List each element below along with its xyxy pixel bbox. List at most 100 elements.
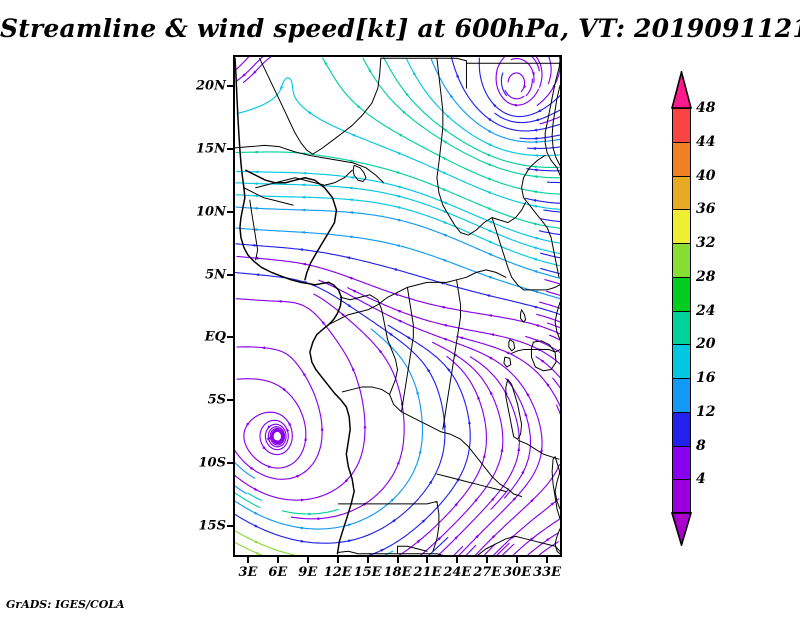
- streamline-arrowhead: [301, 262, 307, 266]
- streamline-arrowhead: [532, 128, 538, 132]
- border-path: [521, 154, 560, 278]
- streamline: [235, 194, 560, 267]
- streamline-arrowhead: [454, 501, 459, 507]
- streamline-arrowhead: [524, 411, 528, 417]
- streamline-arrowhead: [396, 459, 400, 465]
- border-path: [336, 535, 560, 555]
- streamline-arrowhead: [395, 195, 401, 198]
- colorbar-segment: [672, 276, 691, 311]
- streamline-arrowhead: [306, 110, 312, 115]
- streamline-arrowhead: [531, 199, 537, 202]
- streamline-arrowhead: [442, 140, 448, 144]
- streamline: [235, 462, 256, 479]
- streamline: [290, 293, 405, 520]
- colorbar-segment: [672, 209, 691, 243]
- streamline-arrowhead: [486, 163, 492, 167]
- colorbar-tick-label: 36: [696, 201, 716, 218]
- border-path: [511, 349, 560, 354]
- streamline-arrowhead: [504, 351, 510, 355]
- colorbar-segment: [672, 378, 691, 412]
- streamline-arrowhead: [416, 539, 422, 544]
- y-axis-tick-mark: [227, 461, 233, 464]
- streamline: [318, 279, 543, 555]
- streamline: [490, 488, 510, 510]
- streamline-arrowhead: [253, 487, 259, 491]
- coastline-path: [309, 281, 355, 555]
- streamline-arrowhead: [533, 237, 539, 240]
- streamline-arrowhead: [428, 479, 433, 485]
- streamline-arrowhead: [287, 421, 292, 426]
- streamline-arrowhead: [421, 518, 427, 523]
- streamline-arrowhead: [487, 220, 493, 224]
- streamline-arrowhead: [317, 517, 322, 521]
- y-axis-tick-mark: [227, 336, 233, 339]
- streamline: [321, 57, 560, 195]
- streamline-arrowhead: [266, 437, 271, 442]
- streamline-arrowhead: [388, 332, 393, 337]
- streamline-arrowhead: [491, 496, 496, 501]
- streamline: [536, 313, 560, 323]
- streamline-arrowhead: [349, 176, 354, 180]
- border-path: [352, 164, 367, 182]
- streamline-arrowhead: [302, 371, 307, 377]
- x-axis-tick-label: 27E: [473, 565, 502, 580]
- streamline: [544, 279, 560, 285]
- streamline-arrowhead: [531, 147, 537, 150]
- streamline-arrowhead: [273, 427, 278, 432]
- colorbar-segment: [672, 108, 691, 142]
- streamline-arrowhead: [539, 359, 545, 363]
- streamline-arrowhead: [405, 335, 411, 340]
- colorbar-segment: [672, 175, 691, 210]
- streamline-arrowhead: [440, 188, 446, 192]
- border-path: [312, 57, 382, 155]
- x-axis-tick-label: 21E: [413, 565, 442, 580]
- streamline-arrowhead: [533, 290, 539, 294]
- streamline-arrowhead: [532, 205, 538, 208]
- streamline-arrowhead: [300, 208, 306, 212]
- colorbar-segment: [672, 310, 691, 345]
- colorbar-tick-label: 4: [696, 471, 706, 488]
- streamline-arrowhead: [442, 324, 448, 327]
- x-axis-tick-label: 6E: [268, 565, 288, 580]
- streamline-arrowhead: [474, 497, 479, 502]
- streamline-arrowhead: [250, 244, 256, 247]
- colorbar-tick-label: 8: [696, 437, 706, 454]
- coastline-overlay: [235, 57, 560, 555]
- streamline-arrowhead: [525, 391, 530, 397]
- streamline-arrowhead: [300, 498, 306, 502]
- streamline-arrowhead: [487, 117, 492, 122]
- streamline-arrowhead: [441, 156, 447, 161]
- streamline-arrowhead: [534, 118, 540, 122]
- streamline: [483, 543, 496, 555]
- streamline: [437, 356, 520, 555]
- streamline-arrowhead: [437, 536, 442, 541]
- streamline-arrowhead: [489, 390, 493, 396]
- streamline-arrowhead: [550, 501, 556, 506]
- streamline-arrowhead: [380, 548, 386, 552]
- streamline: [539, 252, 560, 259]
- streamline-arrowhead: [404, 91, 409, 97]
- streamline-arrowhead: [532, 140, 538, 144]
- streamline-arrowhead: [267, 425, 271, 430]
- x-axis-tick-mark: [306, 557, 309, 563]
- streamline: [235, 298, 366, 501]
- streamline-arrowhead: [540, 447, 543, 452]
- streamline: [478, 57, 560, 118]
- streamline-arrowhead: [300, 526, 306, 530]
- streamline: [235, 206, 560, 279]
- streamline-arrowhead: [418, 448, 422, 454]
- streamline-arrowhead: [454, 535, 459, 540]
- streamline-arrowhead: [487, 276, 492, 279]
- streamline-arrowhead: [485, 294, 491, 298]
- streamline-arrowhead: [253, 170, 259, 174]
- streamline-arrowhead: [355, 104, 361, 109]
- border-path: [544, 60, 560, 176]
- streamline-arrowhead: [348, 539, 353, 543]
- streamline-arrowhead: [531, 72, 535, 77]
- streamline: [384, 550, 394, 555]
- x-axis-tick-mark: [546, 557, 549, 563]
- streamline: [242, 57, 272, 83]
- border-path: [554, 528, 560, 555]
- streamline-arrowhead: [252, 182, 258, 186]
- streamline: [456, 335, 560, 408]
